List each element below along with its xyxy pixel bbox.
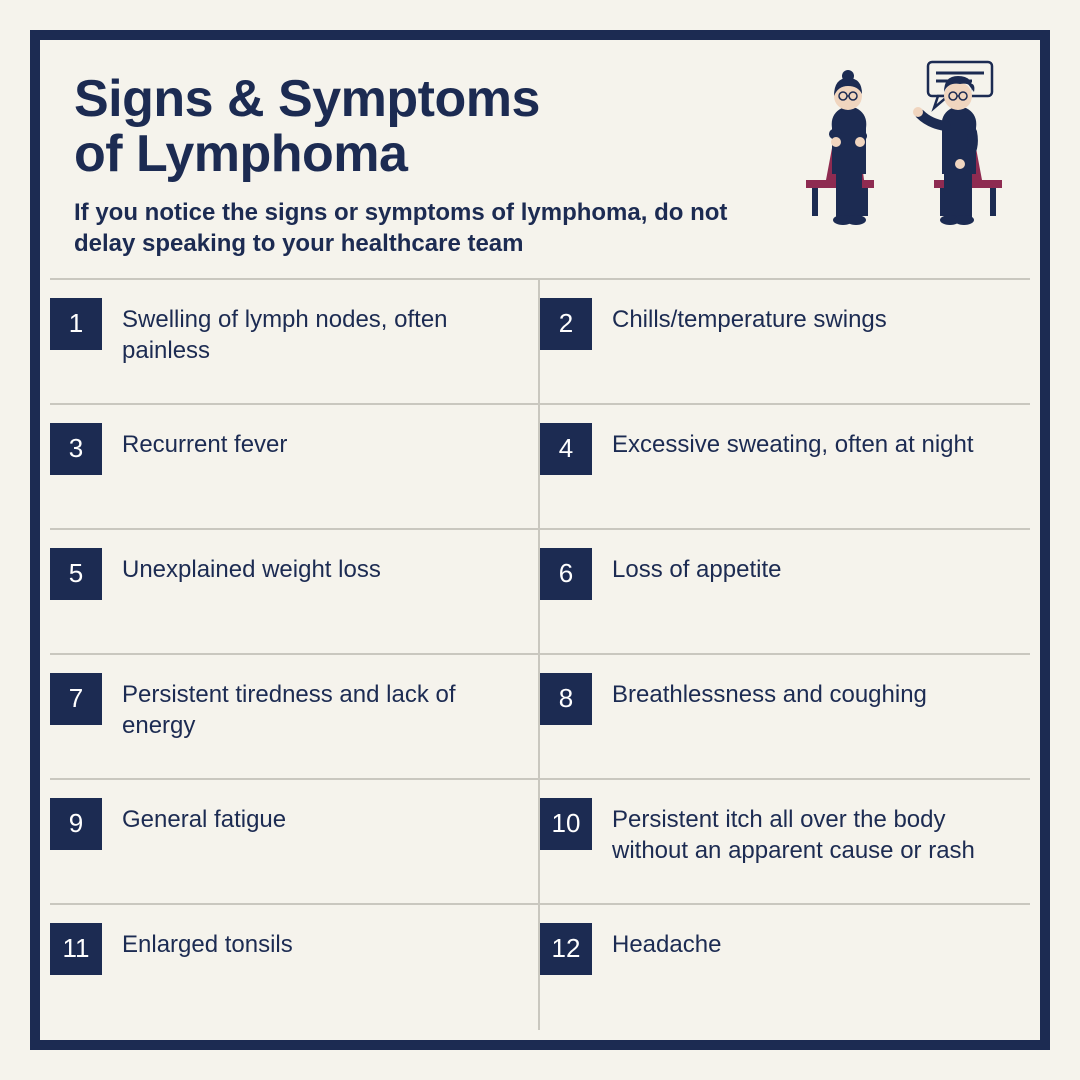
- symptom-cell: 8 Breathlessness and coughing: [540, 655, 1030, 780]
- infographic-frame: Signs & Symptoms of Lymphoma If you noti…: [30, 30, 1050, 1050]
- symptom-number: 6: [540, 548, 592, 600]
- symptom-text: Recurrent fever: [122, 423, 297, 460]
- symptom-cell: 7 Persistent tiredness and lack of energ…: [50, 655, 540, 780]
- title-line-1: Signs & Symptoms: [74, 70, 540, 128]
- symptom-text: Headache: [612, 923, 731, 960]
- symptom-cell: 3 Recurrent fever: [50, 405, 540, 530]
- symptom-number: 9: [50, 798, 102, 850]
- symptom-number: 5: [50, 548, 102, 600]
- symptom-cell: 6 Loss of appetite: [540, 530, 1030, 655]
- symptom-number: 3: [50, 423, 102, 475]
- symptom-cell: 2 Chills/temperature swings: [540, 280, 1030, 405]
- symptom-cell: 5 Unexplained weight loss: [50, 530, 540, 655]
- symptom-number: 7: [50, 673, 102, 725]
- symptom-number: 11: [50, 923, 102, 975]
- symptom-cell: 4 Excessive sweating, often at night: [540, 405, 1030, 530]
- symptom-cell: 11 Enlarged tonsils: [50, 905, 540, 1030]
- symptom-text: Enlarged tonsils: [122, 923, 303, 960]
- title-line-2: of Lymphoma: [74, 125, 407, 183]
- symptom-number: 4: [540, 423, 592, 475]
- symptom-text: Swelling of lymph nodes, often painless: [122, 298, 524, 366]
- symptom-cell: 1 Swelling of lymph nodes, often painles…: [50, 280, 540, 405]
- symptom-number: 2: [540, 298, 592, 350]
- symptom-text: Chills/temperature swings: [612, 298, 897, 335]
- symptom-text: Loss of appetite: [612, 548, 791, 585]
- subtitle-text: If you notice the signs or symptoms of l…: [74, 197, 794, 259]
- symptoms-grid: 1 Swelling of lymph nodes, often painles…: [50, 280, 1030, 1030]
- symptom-text: Excessive sweating, often at night: [612, 423, 984, 460]
- symptom-text: Breathlessness and coughing: [612, 673, 937, 710]
- symptom-cell: 12 Headache: [540, 905, 1030, 1030]
- symptom-text: General fatigue: [122, 798, 296, 835]
- symptom-number: 8: [540, 673, 592, 725]
- symptom-number: 1: [50, 298, 102, 350]
- symptom-number: 12: [540, 923, 592, 975]
- symptom-cell: 9 General fatigue: [50, 780, 540, 905]
- symptom-text: Persistent tiredness and lack of energy: [122, 673, 524, 741]
- symptom-text: Unexplained weight loss: [122, 548, 391, 585]
- symptom-text: Persistent itch all over the body withou…: [612, 798, 1016, 866]
- consultation-illustration-icon: [786, 56, 1016, 226]
- symptom-number: 10: [540, 798, 592, 850]
- symptom-cell: 10 Persistent itch all over the body wit…: [540, 780, 1030, 905]
- header-section: Signs & Symptoms of Lymphoma If you noti…: [50, 50, 1030, 280]
